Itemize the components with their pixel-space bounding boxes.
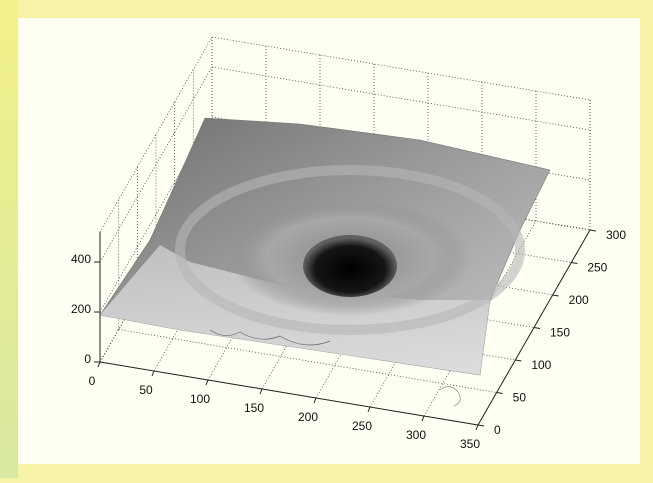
box-edge (211, 36, 591, 101)
x-tick-label: 100 (190, 392, 210, 406)
y-tick (515, 359, 522, 362)
x-tick-label: 200 (298, 410, 318, 424)
x-tick-label: 0 (89, 374, 96, 388)
x-tick (421, 415, 425, 422)
x-tick (475, 424, 479, 431)
z-tick-label: 0 (84, 352, 91, 366)
x-tick (151, 370, 155, 377)
x-tick-label: 150 (244, 401, 264, 415)
grid-line (118, 329, 497, 393)
axis-line (477, 229, 591, 426)
y-tick-label: 150 (550, 326, 570, 340)
x-tick-label: 300 (406, 428, 426, 442)
x-tick (97, 361, 101, 368)
grid-line (211, 66, 591, 131)
y-tick (533, 327, 541, 329)
y-tick (552, 294, 559, 297)
y-tick-label: 200 (569, 293, 589, 307)
x-tick (205, 379, 209, 386)
x-tick (259, 388, 263, 395)
axes: 0 50 100 150 200 250 300 350 0 50 100 150 200 250 300 0… (71, 228, 626, 451)
y-tick (571, 262, 578, 264)
y-tick-label: 100 (531, 358, 551, 372)
axis-line (99, 361, 479, 426)
x-tick-label: 50 (139, 383, 153, 397)
x-tick-label: 350 (460, 437, 480, 451)
z-tick-label: 200 (71, 302, 91, 316)
y-tick (477, 424, 485, 427)
z-tick-label: 400 (71, 252, 91, 266)
y-tick-label: 250 (587, 261, 607, 275)
y-tick-label: 50 (513, 391, 527, 405)
y-tick-label: 0 (494, 423, 501, 437)
x-tick (313, 397, 317, 404)
side-strip (0, 0, 18, 478)
y-tick-label: 300 (606, 228, 626, 242)
surface (99, 117, 551, 407)
y-tick (496, 392, 503, 394)
x-tick (367, 406, 371, 413)
y-tick (589, 229, 597, 232)
x-tick-label: 250 (352, 419, 372, 433)
